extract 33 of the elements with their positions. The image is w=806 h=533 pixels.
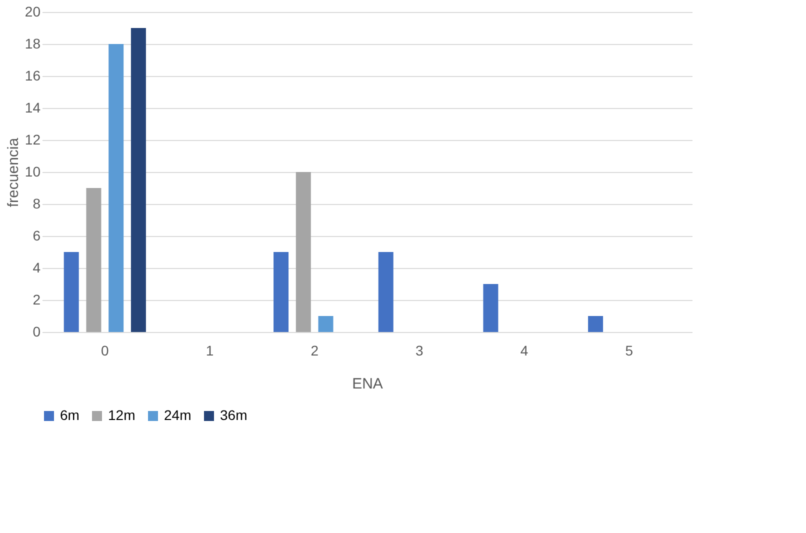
x-tick-label: 4: [520, 342, 528, 358]
x-axis-title: ENA: [352, 376, 383, 392]
y-tick-label: 16: [24, 68, 41, 84]
legend-label: 12m: [108, 407, 136, 423]
y-tick-label: 20: [24, 4, 41, 20]
legend-label: 36m: [220, 407, 248, 423]
bar: [86, 188, 102, 332]
y-tick-label: 6: [32, 228, 41, 244]
legend-label: 24m: [164, 407, 192, 423]
y-tick-label: 10: [24, 164, 41, 180]
bar: [64, 252, 79, 332]
bar: [274, 252, 289, 332]
y-tick-label: 8: [32, 196, 41, 212]
bar: [378, 252, 394, 332]
bar: [130, 28, 146, 332]
x-tick-label: 5: [625, 342, 634, 358]
bar: [296, 172, 311, 332]
y-tick-label: 18: [24, 36, 41, 52]
bar: [483, 284, 498, 332]
bar: [588, 316, 604, 332]
x-tick-label: 0: [101, 342, 110, 358]
legend-label: 6m: [60, 407, 80, 423]
y-tick-label: 0: [32, 324, 41, 340]
y-axis-title: frecuencia: [4, 137, 22, 208]
x-tick-label: 1: [206, 342, 214, 358]
y-tick-label: 2: [32, 292, 41, 308]
bar: [318, 316, 334, 332]
y-tick-label: 12: [24, 132, 41, 148]
x-tick-label: 3: [416, 342, 424, 358]
y-tick-label: 4: [32, 260, 41, 276]
y-tick-label: 14: [24, 100, 41, 116]
x-tick-label: 2: [310, 342, 319, 358]
bar: [108, 44, 124, 332]
